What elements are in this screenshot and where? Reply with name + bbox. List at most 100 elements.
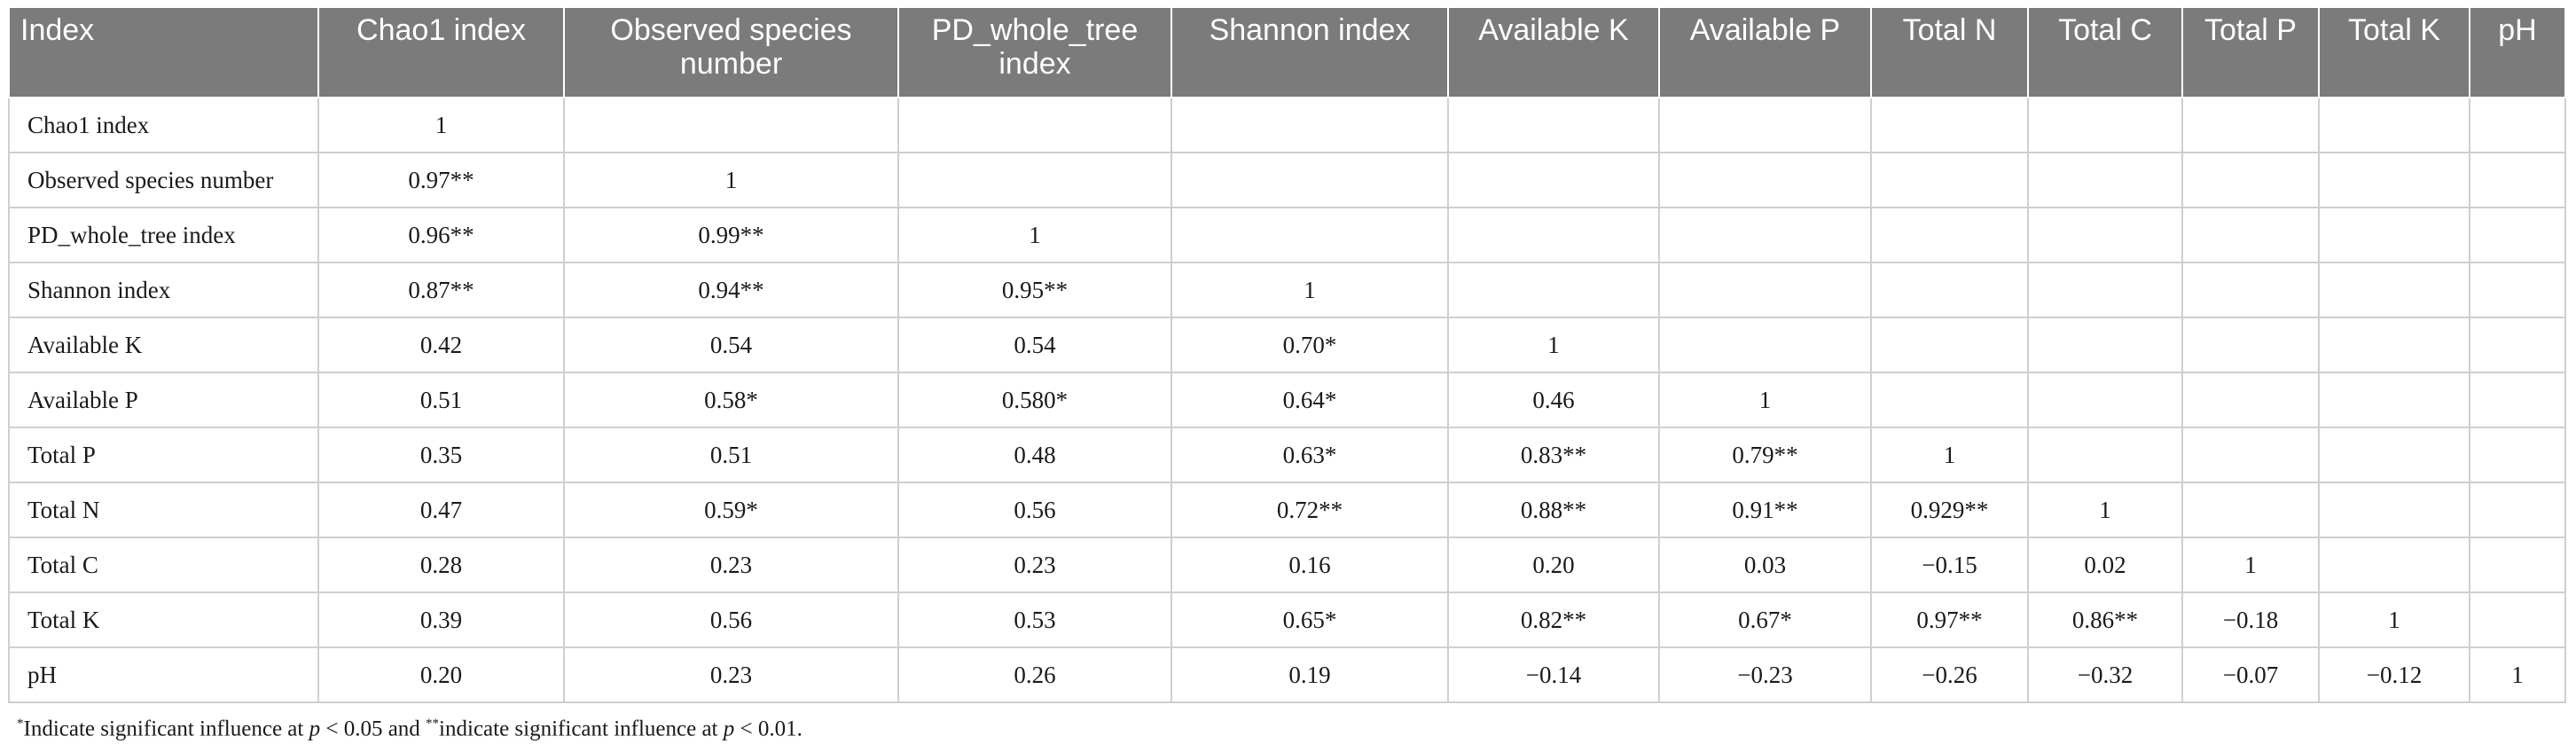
table-cell <box>2318 97 2470 153</box>
table-cell <box>2318 427 2470 483</box>
footnote-text-2: indicate significant influence at <box>439 717 724 741</box>
table-cell: 0.23 <box>563 646 899 703</box>
table-cell <box>1171 152 1449 208</box>
table-cell <box>2318 482 2470 538</box>
table-cell: 0.20 <box>1447 537 1660 593</box>
footnote-mark-double: ** <box>426 717 440 731</box>
table-cell <box>2318 537 2470 593</box>
column-header: Observed species number <box>563 6 899 98</box>
table-cell <box>897 97 1172 153</box>
footnote-p-symbol-1: p <box>309 717 321 741</box>
correlation-table-container: Index Chao1 index Observed species number P… <box>8 6 2566 703</box>
table-cell <box>2318 372 2470 428</box>
table-row: Chao1 index 1 <box>8 97 2566 153</box>
header-row: Index Chao1 index Observed species number P… <box>8 6 2566 98</box>
table-cell <box>2181 317 2320 373</box>
footnote-text-1: Indicate significant influence at <box>23 717 309 741</box>
footnote-threshold-2: < 0.01. <box>734 717 803 741</box>
column-header: PD_whole_tree index <box>897 6 1172 98</box>
table-cell: 0.79** <box>1658 427 1872 483</box>
column-header: Available P <box>1658 6 1872 98</box>
table-cell: 0.83** <box>1447 427 1660 483</box>
table-row: Total P 0.35 0.51 0.48 0.63* 0.83** 0.79** 1 <box>8 427 2566 483</box>
table-cell <box>1447 97 1660 153</box>
table-row: Shannon index 0.87** 0.94** 0.95** 1 <box>8 262 2566 318</box>
table-cell <box>897 152 1172 208</box>
table-cell <box>2469 591 2566 648</box>
table-cell: 0.95** <box>897 262 1172 318</box>
table-cell <box>2318 262 2470 318</box>
table-cell: 0.929** <box>1870 482 2029 538</box>
table-cell: 0.99** <box>563 207 899 263</box>
table-cell: 0.56 <box>563 591 899 648</box>
table-body: Chao1 index 1 Observed species number 0.97*… <box>8 97 2566 703</box>
column-header: Available K <box>1447 6 1660 98</box>
table-cell: 1 <box>563 152 899 208</box>
table-cell <box>2181 372 2320 428</box>
table-row: Total C 0.28 0.23 0.23 0.16 0.20 0.03 −0.15 0.02… <box>8 537 2566 593</box>
row-label: Available K <box>8 317 319 373</box>
table-cell: 1 <box>897 207 1172 263</box>
table-cell: 0.53 <box>897 591 1172 648</box>
table-cell: 0.56 <box>897 482 1172 538</box>
table-cell <box>2469 207 2566 263</box>
table-cell <box>2318 317 2470 373</box>
table-row: pH 0.20 0.23 0.26 0.19 −0.14 −0.23 −0.26 −0.32 −0… <box>8 646 2566 703</box>
row-label: PD_whole_tree index <box>8 207 319 263</box>
table-cell <box>2027 427 2183 483</box>
table-cell <box>563 97 899 153</box>
table-cell: 0.63* <box>1171 427 1449 483</box>
table-cell <box>2469 537 2566 593</box>
footnote-mark-single: * <box>17 717 24 731</box>
table-cell <box>2181 262 2320 318</box>
table-cell: 0.35 <box>317 427 565 483</box>
table-cell <box>1870 152 2029 208</box>
column-header: pH <box>2469 6 2566 98</box>
column-header: Chao1 index <box>317 6 565 98</box>
table-cell <box>2469 482 2566 538</box>
table-cell <box>1171 97 1449 153</box>
table-cell <box>1447 207 1660 263</box>
table-cell <box>2181 97 2320 153</box>
table-cell: 0.70* <box>1171 317 1449 373</box>
table-cell: 0.19 <box>1171 646 1449 703</box>
table-cell: 0.88** <box>1447 482 1660 538</box>
table-cell: 1 <box>2469 646 2566 703</box>
table-cell <box>2181 427 2320 483</box>
table-cell: −0.14 <box>1447 646 1660 703</box>
row-label: Total C <box>8 537 319 593</box>
row-label: Total P <box>8 427 319 483</box>
table-cell: 0.39 <box>317 591 565 648</box>
column-header: Shannon index <box>1171 6 1449 98</box>
table-row: Available P 0.51 0.58* 0.580* 0.64* 0.46 1 <box>8 372 2566 428</box>
table-row: Observed species number 0.97** 1 <box>8 152 2566 208</box>
table-cell <box>2469 97 2566 153</box>
table-cell <box>1870 317 2029 373</box>
row-label: Total N <box>8 482 319 538</box>
column-header: Index <box>8 6 319 98</box>
table-cell: 0.48 <box>897 427 1172 483</box>
column-header: Total C <box>2027 6 2183 98</box>
table-cell: 0.20 <box>317 646 565 703</box>
table-cell <box>1870 97 2029 153</box>
table-cell: 0.97** <box>317 152 565 208</box>
table-cell <box>2027 372 2183 428</box>
row-label: Observed species number <box>8 152 319 208</box>
table-cell: 1 <box>1658 372 1872 428</box>
row-label: pH <box>8 646 319 703</box>
table-cell: 1 <box>2318 591 2470 648</box>
table-cell: 0.97** <box>1870 591 2029 648</box>
table-cell <box>2469 427 2566 483</box>
table-cell <box>2027 262 2183 318</box>
row-label: Chao1 index <box>8 97 319 153</box>
table-cell <box>2318 152 2470 208</box>
table-cell: 1 <box>1447 317 1660 373</box>
table-cell <box>1658 262 1872 318</box>
table-cell <box>1658 152 1872 208</box>
table-cell: 0.51 <box>563 427 899 483</box>
footnote-p-symbol-2: p <box>723 717 735 741</box>
table-cell: 0.87** <box>317 262 565 318</box>
column-header: Total K <box>2318 6 2470 98</box>
table-cell <box>2469 317 2566 373</box>
table-cell: −0.15 <box>1870 537 2029 593</box>
